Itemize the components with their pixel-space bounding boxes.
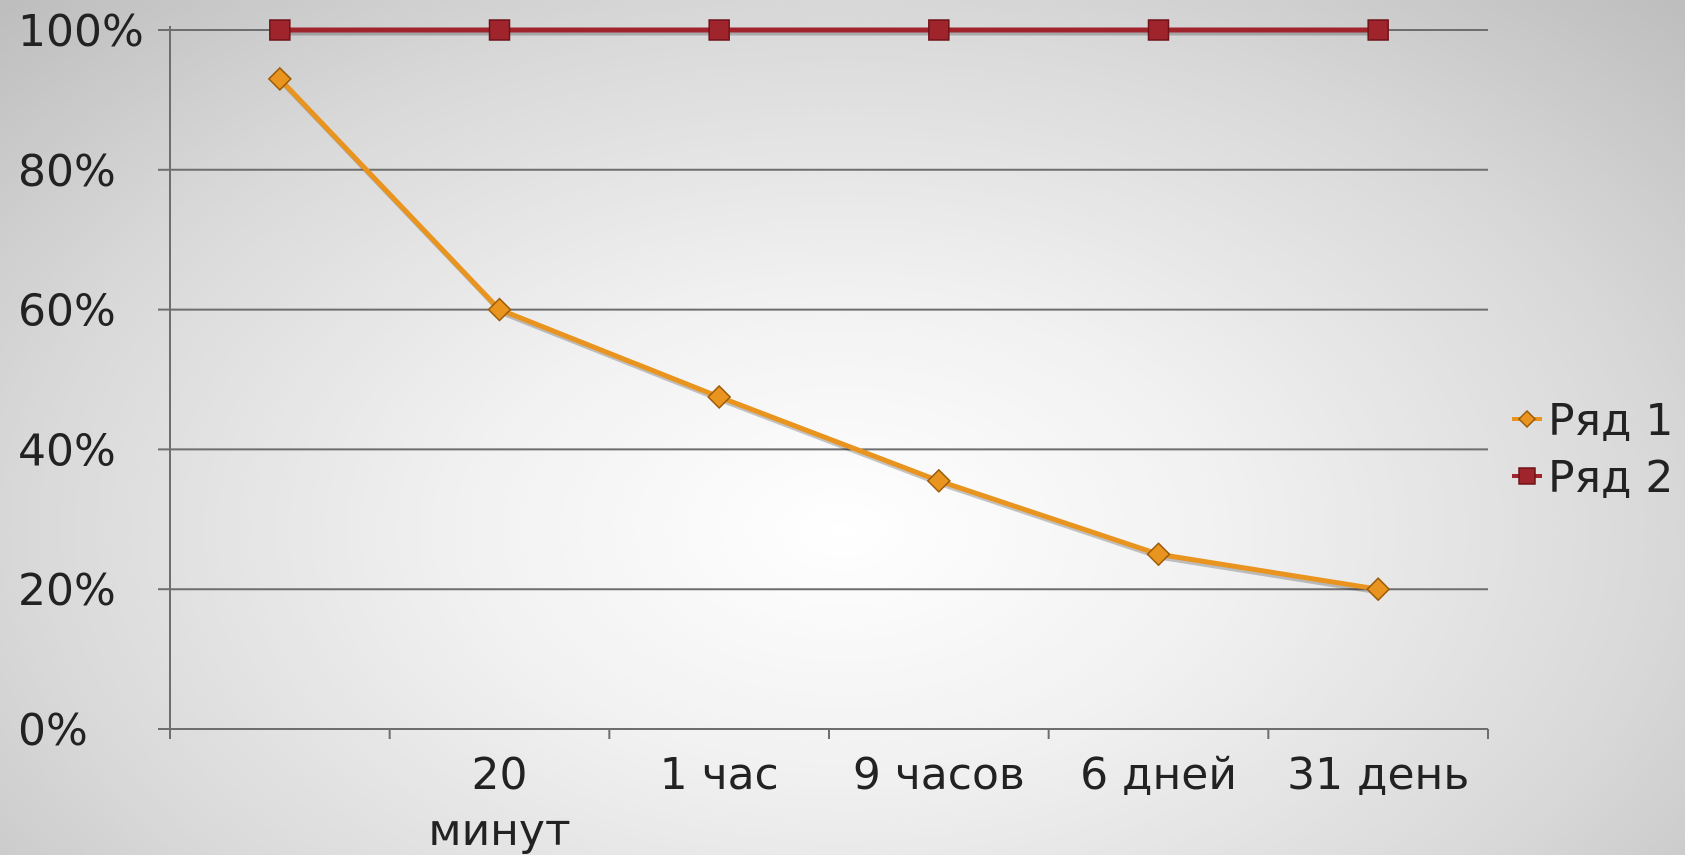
y-tick-label: 40% (18, 425, 116, 476)
y-tick-label: 60% (18, 286, 116, 337)
data-point (487, 297, 512, 322)
legend-item: Ряд 2 (1512, 452, 1673, 503)
data-point (928, 19, 950, 41)
axes (158, 26, 1489, 739)
gridlines (170, 29, 1488, 591)
y-tick-label: 80% (18, 146, 116, 197)
legend-item: Ряд 1 (1512, 395, 1673, 446)
x-tick-label: 20 минут (428, 749, 570, 855)
series-line (278, 77, 1379, 592)
legend-label: Ряд 1 (1548, 395, 1673, 446)
data-point (1147, 19, 1170, 41)
data-point (269, 19, 291, 41)
y-tick-labels: 0% 20% 40% 60% 80% 100% (18, 6, 144, 756)
data-point (707, 384, 732, 410)
x-tick-label: 9 часов (853, 749, 1025, 800)
legend-marker (1518, 467, 1536, 485)
series (267, 19, 1391, 602)
data-point (1367, 19, 1389, 41)
data-point (1146, 542, 1171, 567)
x-tick-label: 6 дней (1080, 749, 1237, 800)
legend-marker (1517, 409, 1537, 429)
y-tick-label: 0% (18, 705, 88, 756)
legend: Ряд 1 Ряд 2 (1512, 395, 1673, 503)
data-point (1366, 577, 1391, 602)
series-shadow (280, 80, 1381, 595)
data-point (267, 66, 292, 91)
y-tick-label: 100% (18, 6, 144, 57)
series-1 (267, 66, 1391, 602)
x-tick-label: 31 день (1287, 749, 1469, 800)
y-tick-label: 20% (18, 565, 116, 616)
x-tick-label: 1 час (660, 749, 779, 800)
data-point (488, 19, 511, 41)
legend-label: Ряд 2 (1548, 452, 1673, 503)
data-point (926, 468, 951, 493)
data-point (708, 19, 730, 41)
x-tick-labels: 20 минут 1 час 9 часов 6 дней 31 день (428, 749, 1469, 855)
series-2 (269, 19, 1389, 41)
